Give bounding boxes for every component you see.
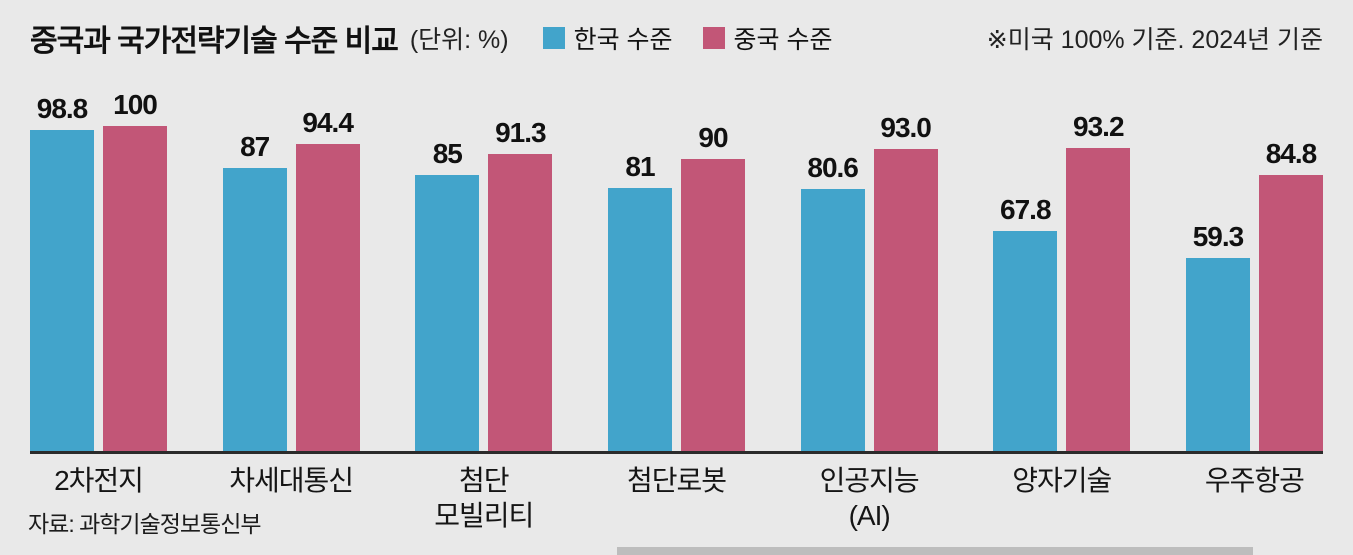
bar-group: 85 91.3: [415, 117, 553, 451]
page-title: 중국과 국가전략기술 수준 비교: [30, 25, 399, 58]
bar-value-label: 93.2: [1073, 111, 1124, 143]
category-label: 차세대통신: [229, 465, 354, 496]
bar: [1185, 258, 1250, 451]
bar: [873, 148, 938, 451]
bar: [993, 230, 1058, 451]
bar-cell: 90: [680, 121, 745, 451]
bar-value-label: 94.4: [302, 107, 353, 139]
bar-cell: 87: [222, 131, 287, 451]
legend-item: 중국 수준: [702, 20, 833, 56]
legend-item: 한국 수준: [542, 20, 673, 56]
bar-cell: 80.6: [800, 152, 865, 451]
bar: [1258, 175, 1323, 451]
bar: [1066, 148, 1131, 451]
bar: [607, 187, 672, 451]
bar: [103, 126, 167, 451]
category-label: 2차전지: [54, 465, 144, 496]
bar-group: 87 94.4: [222, 107, 360, 451]
legend: 한국 수준 중국 수준: [542, 20, 833, 56]
bar-value-label: 67.8: [1000, 193, 1051, 225]
bar-cell: 100: [103, 89, 167, 451]
category-label: 인공지능 (AI): [819, 465, 920, 532]
category-label: 첨단 모빌리티: [434, 465, 534, 532]
bar-cell: 91.3: [488, 117, 553, 451]
source-credit: 자료: 과학기술정보통신부: [28, 511, 262, 537]
bar-value-label: 90: [698, 121, 728, 153]
category-label: 양자기술: [1012, 465, 1112, 496]
bar-value-label: 91.3: [495, 117, 546, 149]
bar-chart: 98.8 100 87 94.4 85 91.3 81 90 80.6 93.0 67.8 93.2 5…: [0, 86, 1353, 534]
bar: [415, 174, 480, 451]
baseline-note: ※미국 100% 기준. 2024년 기준: [986, 26, 1323, 54]
bar-cell: 67.8: [993, 193, 1058, 451]
bar: [488, 154, 553, 451]
bar-group: 80.6 93.0: [800, 111, 938, 451]
category-label: 우주항공: [1204, 465, 1305, 496]
bar-group: 98.8 100: [30, 89, 167, 451]
bar-cell: 98.8: [30, 93, 94, 451]
bar-value-label: 59.3: [1192, 221, 1244, 253]
bar: [295, 144, 360, 451]
unit-label: (단위: %): [409, 26, 509, 54]
bar-cell: 81: [607, 150, 672, 451]
bar: [680, 158, 745, 451]
bar-cell: 94.4: [295, 107, 360, 451]
bar-value-label: 100: [113, 89, 158, 120]
bar-value-label: 85: [432, 137, 463, 169]
bar-value-label: 93.0: [880, 111, 931, 143]
bar-cell: 59.3: [1185, 221, 1250, 451]
legend-label: 중국 수준: [733, 26, 833, 54]
bar-value-label: 98.8: [36, 92, 88, 124]
bar-value-label: 80.6: [807, 152, 858, 184]
bar-group: 67.8 93.2: [993, 111, 1131, 451]
bar: [30, 129, 94, 451]
bar-group: 81 90: [607, 121, 745, 451]
bar-cell: 85: [415, 137, 480, 451]
bar-cell: 93.0: [873, 111, 938, 451]
chart-header: 중국과 국가전략기술 수준 비교 (단위: %) 한국 수준 중국 수준 ※미국 …: [0, 0, 1353, 60]
china-series-swatch: [702, 27, 725, 49]
bar: [800, 189, 865, 451]
category-row: 2차전지 차세대통신 첨단 모빌리티 첨단로봇 인공지능 (AI) 양자기술 우주항공: [30, 454, 1323, 534]
korea-series-swatch: [542, 27, 565, 49]
bottom-crop-strip: [617, 547, 1253, 555]
bar-value-label: 87: [240, 131, 270, 163]
bar-value-label: 84.8: [1265, 138, 1317, 170]
bar-cell: 93.2: [1066, 111, 1131, 451]
category-label: 첨단로봇: [626, 465, 727, 496]
bar-group: 59.3 84.8: [1185, 138, 1323, 451]
bar-value-label: 81: [625, 150, 655, 182]
bars-row: 98.8 100 87 94.4 85 91.3 81 90 80.6 93.0 67.8 93.2 5…: [30, 86, 1323, 454]
legend-label: 한국 수준: [573, 26, 673, 54]
bar-cell: 84.8: [1258, 138, 1323, 451]
bar: [222, 168, 287, 451]
